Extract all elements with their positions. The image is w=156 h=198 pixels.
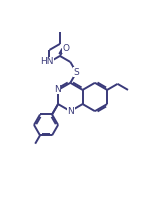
Text: HN: HN xyxy=(40,57,54,67)
Text: O: O xyxy=(63,44,70,53)
Text: N: N xyxy=(54,85,61,94)
Text: S: S xyxy=(73,68,79,77)
Text: N: N xyxy=(68,107,74,116)
